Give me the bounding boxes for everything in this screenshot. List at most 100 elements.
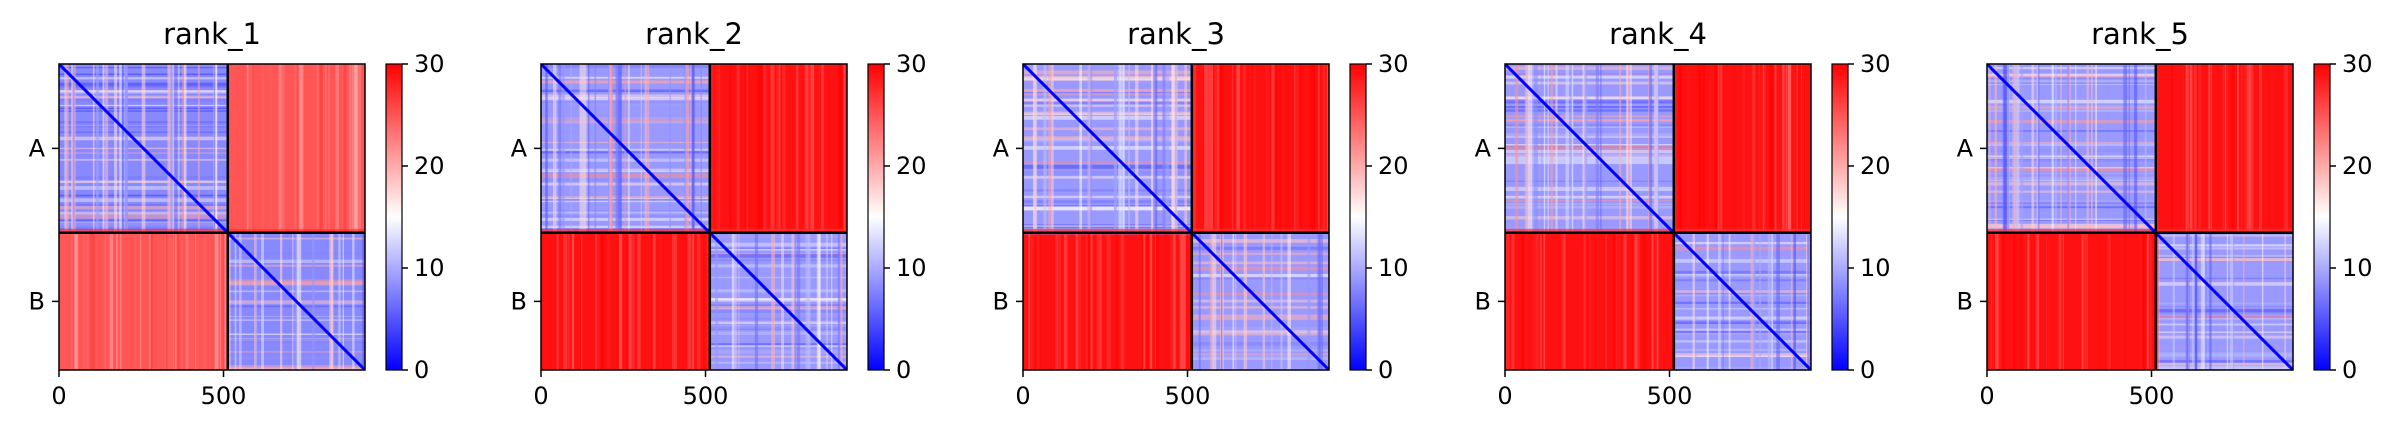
heatmap-streak xyxy=(1987,199,2156,203)
heatmap-streak xyxy=(1718,232,1721,370)
heatmap-streak xyxy=(1023,111,1192,115)
heatmap-streak xyxy=(1541,64,1543,233)
heatmap-streak xyxy=(2067,64,2069,233)
heatmap-streak xyxy=(239,232,242,370)
heatmap-streak xyxy=(1118,64,1120,233)
heatmap-streak xyxy=(1023,164,1192,169)
heatmap-streak xyxy=(2027,232,2030,370)
heatmap-streak xyxy=(1023,127,1192,131)
heatmap-streak xyxy=(579,64,583,233)
heatmap-streak xyxy=(1673,332,1811,335)
heatmap-streak xyxy=(2013,232,2016,370)
heatmap-streak xyxy=(335,64,339,233)
heatmap-streak xyxy=(1643,232,1646,370)
heatmap-streak xyxy=(709,293,847,297)
heatmap-streak xyxy=(1673,349,1811,351)
colorbar-frame xyxy=(2313,63,2331,371)
heatmap-streak xyxy=(2090,64,2093,233)
heatmap-streak xyxy=(172,232,175,370)
pae-panel-4: rank_4 A B 0 500 0 10 20 30 xyxy=(1475,17,1891,410)
heatmap-streak xyxy=(1505,109,1674,112)
heatmap-streak xyxy=(1533,64,1538,233)
heatmap-streak xyxy=(328,64,330,233)
heatmap-streak xyxy=(2171,64,2174,233)
heatmap-streak xyxy=(2155,234,2293,237)
heatmap-streak xyxy=(582,64,587,233)
heatmap xyxy=(1505,64,1811,370)
heatmap-streak xyxy=(179,232,184,370)
heatmap-streak xyxy=(1505,157,1674,161)
heatmap-streak xyxy=(195,232,197,370)
heatmap-streak xyxy=(2155,282,2293,286)
heatmap-streak xyxy=(706,232,711,370)
heatmap-streak xyxy=(316,64,320,233)
heatmap-streak xyxy=(324,64,327,233)
heatmap-streak xyxy=(2209,232,2212,370)
heatmap-streak xyxy=(311,232,315,370)
heatmap-streak xyxy=(2006,64,2010,233)
heatmap-streak xyxy=(1752,64,1756,233)
heatmap-streak xyxy=(2147,232,2152,370)
heatmap-streak xyxy=(1037,232,1041,370)
heatmap-streak xyxy=(1698,64,1703,233)
heatmap-streak xyxy=(86,232,90,370)
colorbar-gradient xyxy=(386,64,402,370)
axes-frame xyxy=(58,63,366,371)
heatmap-streak xyxy=(1987,168,2156,172)
heatmap-streak xyxy=(1172,232,1175,370)
heatmap-streak xyxy=(1191,261,1329,264)
heatmap-streak xyxy=(1270,232,1273,370)
heatmap-streak xyxy=(1987,190,2156,193)
heatmap-streak xyxy=(1182,232,1186,370)
heatmap-streak xyxy=(1987,157,2156,159)
panel-title: rank_2 xyxy=(645,17,743,51)
heatmap-streak xyxy=(74,232,79,370)
heatmap-streak xyxy=(711,64,714,233)
heatmap-streak xyxy=(1191,326,1329,331)
heatmap-streak xyxy=(1987,167,2156,169)
heatmap-streak xyxy=(2240,64,2244,233)
heatmap-streak xyxy=(1140,232,1145,370)
heatmap-streak xyxy=(1162,64,1165,233)
heatmap-streak xyxy=(1265,64,1268,233)
heatmap-streak xyxy=(2155,265,2293,268)
heatmap-streak xyxy=(1582,64,1586,233)
heatmap-streak xyxy=(1569,64,1574,233)
heatmap-streak xyxy=(167,64,171,233)
heatmap-streak xyxy=(2155,314,2293,319)
heatmap-streak xyxy=(2020,64,2024,233)
heatmap-streak xyxy=(2258,64,2262,233)
heatmap-streak xyxy=(1720,64,1723,233)
heatmap-streak xyxy=(709,259,847,262)
heatmap-streak xyxy=(190,232,193,370)
y-tick-label-A: A xyxy=(511,134,528,162)
heatmap-streak xyxy=(2261,232,2264,370)
heatmap-streak xyxy=(1782,64,1785,233)
heatmap-streak xyxy=(770,64,775,233)
heatmap-streak xyxy=(782,64,786,233)
heatmap-streak xyxy=(139,232,142,370)
heatmap-streak xyxy=(1191,314,1329,319)
heatmap-streak xyxy=(1317,232,1321,370)
heatmap-streak xyxy=(718,64,721,233)
colorbar-tick-label: 10 xyxy=(1378,254,1409,282)
axes-frame xyxy=(1504,63,1812,371)
heatmap-streak xyxy=(2229,232,2234,370)
heatmap-streak xyxy=(1209,64,1213,233)
heatmap-streak xyxy=(1164,232,1168,370)
diagonal xyxy=(59,64,365,370)
heatmap-streak xyxy=(1318,232,1323,370)
heatmap-streak xyxy=(796,232,801,370)
heatmap-streak xyxy=(176,232,180,370)
heatmap-streak xyxy=(222,232,225,370)
heatmap-streak xyxy=(595,232,597,370)
heatmap-streak xyxy=(1505,197,1674,199)
heatmap-streak xyxy=(1505,216,1674,220)
heatmap-streak xyxy=(2081,232,2084,370)
heatmap-streak xyxy=(1565,64,1569,233)
heatmap-streak xyxy=(2274,64,2279,233)
heatmap-streak xyxy=(2060,64,2062,233)
heatmap-streak xyxy=(1023,136,1192,140)
heatmap-streak xyxy=(2244,64,2248,233)
heatmap-streak xyxy=(804,64,808,233)
